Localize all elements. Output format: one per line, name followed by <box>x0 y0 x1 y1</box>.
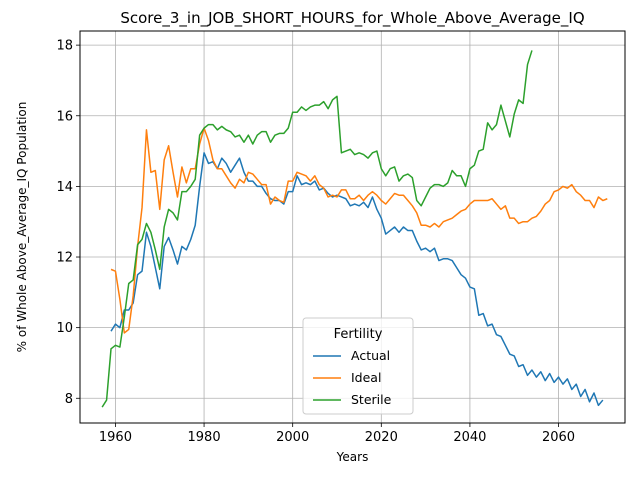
x-tick-label: 2040 <box>453 430 486 445</box>
x-tick-label: 2060 <box>542 430 575 445</box>
legend-label-ideal: Ideal <box>351 370 381 385</box>
y-tick-label: 8 <box>65 392 73 407</box>
x-tick-label: 2020 <box>365 430 398 445</box>
y-tick-label: 18 <box>56 39 73 54</box>
y-axis-title: % of Whole Above_Average_IQ Population <box>15 102 29 353</box>
axis-ticks: 1960 1980 2000 2020 2040 2060 8 10 12 14 16 18 <box>56 39 575 445</box>
series-line-ideal <box>110 127 608 334</box>
plot-frame <box>79 30 626 424</box>
chart-title: Score_3_in_JOB_SHORT_HOURS_for_Whole_Abo… <box>120 9 584 28</box>
series-line-actual <box>110 152 604 407</box>
legend: Fertility Actual Ideal Sterile <box>302 317 414 415</box>
series-line-sterile <box>101 50 533 408</box>
legend-entries: Actual Ideal Sterile <box>313 348 392 407</box>
legend-label-sterile: Sterile <box>351 392 392 407</box>
x-axis-title: Years <box>336 450 369 464</box>
x-tick-label: 2000 <box>276 430 309 445</box>
x-tick-label: 1980 <box>188 430 221 445</box>
y-tick-label: 12 <box>56 251 73 266</box>
legend-title: Fertility <box>334 327 383 342</box>
y-tick-label: 10 <box>56 321 73 336</box>
legend-box <box>302 317 414 415</box>
legend-label-actual: Actual <box>351 348 390 363</box>
x-tick-label: 1960 <box>99 430 132 445</box>
grid <box>80 31 625 423</box>
y-tick-label: 14 <box>56 180 73 195</box>
series-lines <box>101 50 608 408</box>
y-tick-label: 16 <box>56 109 73 124</box>
